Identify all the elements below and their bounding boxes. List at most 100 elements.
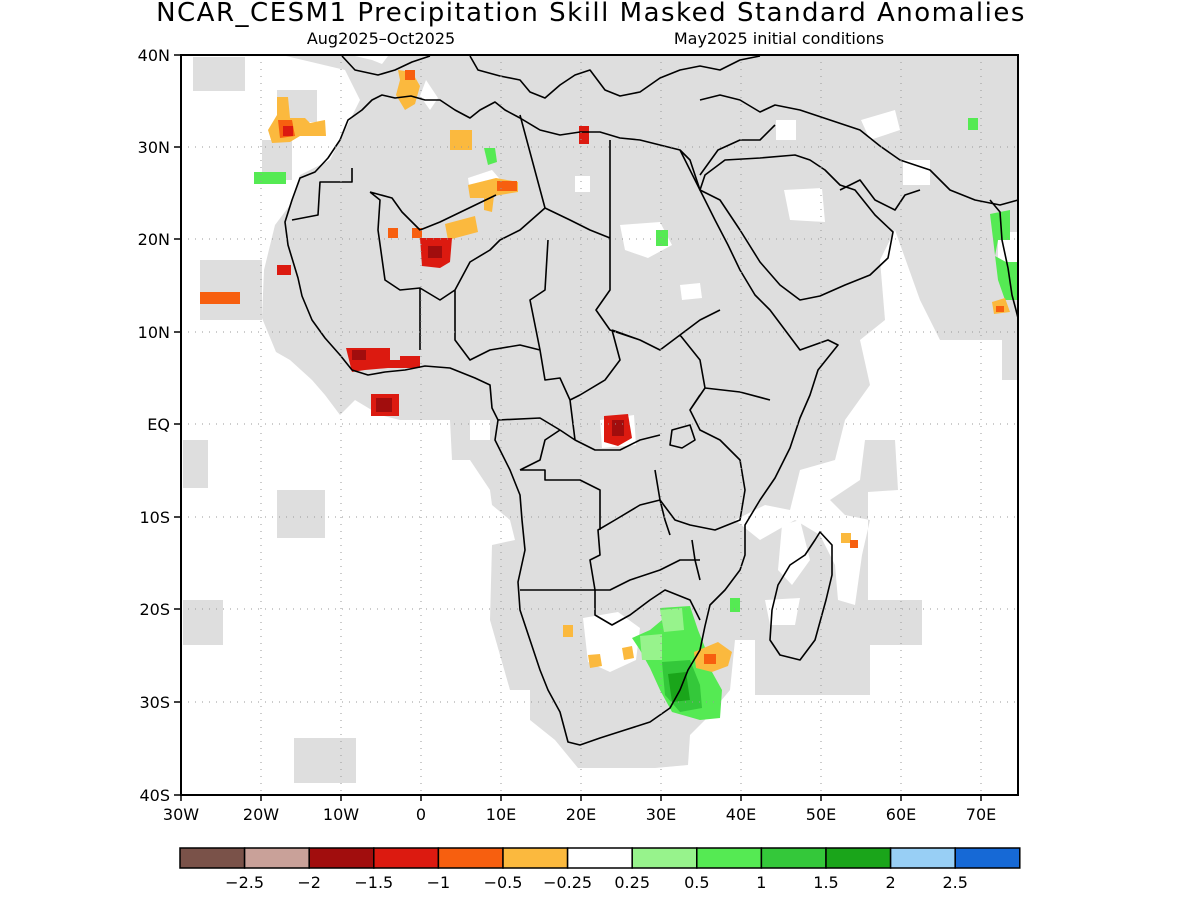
colorbar-label: 1.5 xyxy=(813,873,838,892)
anomaly-patch xyxy=(428,246,442,258)
colorbar-swatch xyxy=(437,847,504,869)
anomaly-patch xyxy=(450,130,472,150)
anomaly-patch xyxy=(968,118,978,130)
anomaly-patch xyxy=(283,126,293,136)
anomaly-patch xyxy=(497,181,517,191)
africa-borders xyxy=(291,114,771,626)
longitude-labels: 30W 20W 10W 0 10E 20E 30E 40E 50E 60E 70… xyxy=(163,805,996,824)
colorbar-swatch xyxy=(502,847,569,869)
anomaly-patch xyxy=(254,172,286,184)
colorbar-label: 1 xyxy=(756,873,766,892)
africa-coastline xyxy=(284,94,839,746)
anomaly-patch xyxy=(841,533,851,543)
axis-ticks xyxy=(174,54,982,801)
lon-label: 30E xyxy=(646,805,676,824)
anomaly-patch xyxy=(445,216,478,240)
lake-victoria xyxy=(669,424,696,449)
initial-conditions-subtitle: May2025 initial conditions xyxy=(674,29,884,48)
colorbar-label: −2 xyxy=(297,873,321,892)
lat-label: 10S xyxy=(139,508,170,527)
lat-label: 10N xyxy=(138,323,170,342)
colorbar-swatch xyxy=(825,847,892,869)
lat-label: 40S xyxy=(139,786,170,805)
lon-label: 0 xyxy=(416,805,426,824)
colorbar-swatch xyxy=(179,847,246,869)
anomaly-patch xyxy=(640,634,662,660)
lon-label: 20W xyxy=(243,805,279,824)
lon-label: 70E xyxy=(966,805,996,824)
coastlines-and-borders xyxy=(284,55,1018,746)
arabia-coastline xyxy=(699,154,894,301)
lon-label: 20E xyxy=(566,805,596,824)
colorbar-label: −2.5 xyxy=(225,873,264,892)
anomaly-patch xyxy=(563,625,573,637)
latitude-labels: 40N 30N 20N 10N EQ 10S 20S 30S 40S xyxy=(138,46,170,805)
lat-label: 30N xyxy=(138,138,170,157)
anomaly-patch xyxy=(730,598,740,612)
anomaly-patches xyxy=(200,70,1018,720)
anomaly-patch xyxy=(850,540,858,548)
anomaly-patch xyxy=(277,265,291,275)
colorbar-label: 0.5 xyxy=(684,873,709,892)
anomaly-patch xyxy=(656,230,668,246)
colorbar-swatch xyxy=(243,847,310,869)
colorbar-label: −1 xyxy=(427,873,451,892)
anomaly-patch xyxy=(996,306,1004,312)
anomaly-patch xyxy=(388,228,398,238)
lon-label: 60E xyxy=(886,805,916,824)
anomaly-patch xyxy=(588,654,602,668)
season-subtitle: Aug2025–Oct2025 xyxy=(307,29,455,48)
map-panel: 40N 30N 20N 10N EQ 10S 20S 30S 40S 30W 2… xyxy=(138,46,1019,824)
colorbar-swatch xyxy=(566,847,633,869)
colorbar-labels: −2.5 −2 −1.5 −1 −0.5 −0.25 0.25 0.5 1 1.5 2 2.5 xyxy=(225,873,968,892)
anomaly-patch xyxy=(622,646,634,660)
lon-label: 40E xyxy=(726,805,756,824)
sinai-red-sea-coast xyxy=(679,124,776,191)
anomaly-patch xyxy=(579,126,589,144)
anomaly-patch xyxy=(612,420,624,436)
map-title: NCAR_CESM1 Precipitation Skill Masked St… xyxy=(156,0,1026,28)
colorbar-label: 2.5 xyxy=(942,873,967,892)
lat-label: 20N xyxy=(138,230,170,249)
anomaly-patch xyxy=(376,398,392,412)
colorbar-label: 2 xyxy=(886,873,896,892)
lon-label: 10E xyxy=(486,805,516,824)
lon-label: 30W xyxy=(163,805,199,824)
colorbar-swatch xyxy=(696,847,763,869)
colorbar-swatch xyxy=(373,847,440,869)
lake-tanganyika xyxy=(654,469,671,536)
colorbar-swatch xyxy=(889,847,956,869)
anomaly-patch xyxy=(990,210,1018,300)
colorbar-swatch xyxy=(954,847,1021,869)
lat-label: 40N xyxy=(138,46,170,65)
lon-label: 50E xyxy=(806,805,836,824)
lat-label: 30S xyxy=(139,693,170,712)
colorbar-swatch xyxy=(631,847,698,869)
lat-label: 20S xyxy=(139,600,170,619)
colorbar-label: −1.5 xyxy=(354,873,393,892)
colorbar: −2.5 −2 −1.5 −1 −0.5 −0.25 0.25 0.5 1 1.5 2 2.5 xyxy=(179,847,1021,892)
colorbar-swatch xyxy=(308,847,375,869)
skill-mask-area xyxy=(183,55,1018,783)
colorbar-label: −0.5 xyxy=(484,873,523,892)
colorbar-swatch xyxy=(760,847,827,869)
lat-label: EQ xyxy=(147,415,170,434)
map-frame xyxy=(180,54,1019,796)
madagascar-coastline xyxy=(769,531,833,661)
colorbar-label: 0.25 xyxy=(614,873,650,892)
india-coastline xyxy=(989,199,1018,319)
anomaly-patch xyxy=(405,70,415,80)
europe-coastline xyxy=(341,55,1018,206)
graticule xyxy=(181,55,1018,795)
anomaly-patch xyxy=(352,350,366,360)
lon-label: 10W xyxy=(323,805,359,824)
colorbar-label: −0.25 xyxy=(543,873,592,892)
anomaly-patch xyxy=(704,654,716,664)
anomaly-patch xyxy=(200,292,240,304)
persian-gulf-coast xyxy=(839,179,921,211)
lake-malawi xyxy=(691,539,701,581)
colorbar-swatches xyxy=(179,847,1021,869)
anomaly-patch xyxy=(660,608,684,632)
anomaly-patch xyxy=(484,148,497,165)
